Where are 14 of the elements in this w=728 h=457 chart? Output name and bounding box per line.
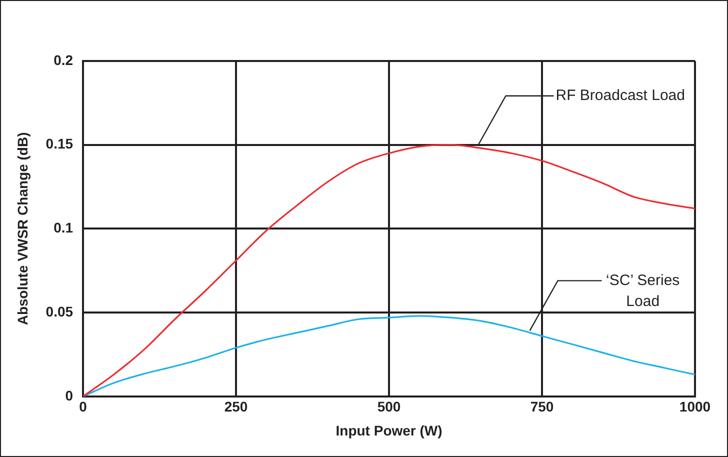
y-tick-label: 0.05: [46, 303, 74, 320]
x-tick-label: 500: [377, 398, 401, 415]
text: ‘SC’ Series Load: [606, 272, 680, 310]
text: RF Broadcast Load: [556, 87, 686, 104]
x-tick-label: 250: [224, 398, 248, 415]
y-tick-label: 0: [65, 387, 74, 404]
x-axis-title: Input Power (W): [336, 422, 442, 438]
x-tick-label: 1000: [679, 398, 711, 415]
y-tick-label: 0.1: [54, 220, 74, 236]
y-axis-title: Absolute VWSR Change (dB): [14, 132, 30, 326]
x-tick-label: 0: [79, 398, 88, 415]
y-tick-label: 0.15: [46, 136, 74, 152]
y-tick-label: 0.2: [54, 52, 74, 68]
x-tick-label: 750: [530, 398, 554, 415]
